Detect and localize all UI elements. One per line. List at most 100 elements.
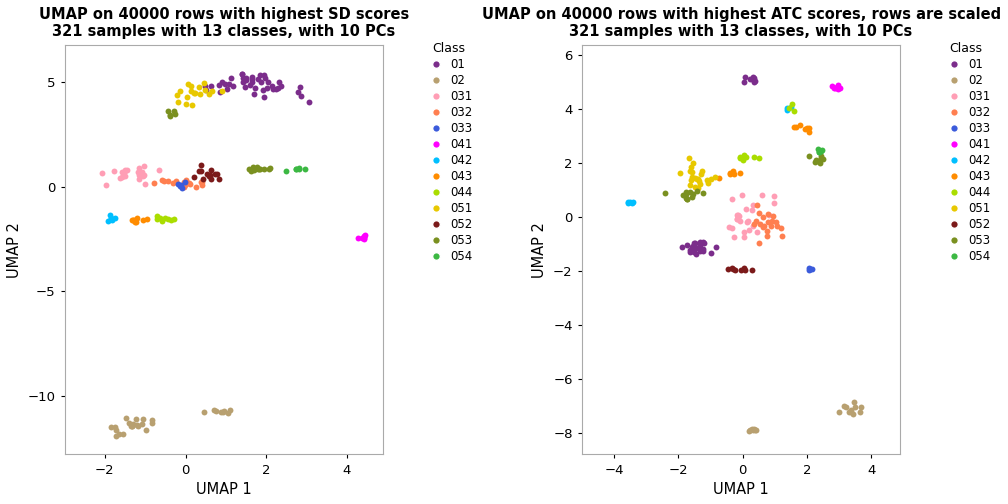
Point — [684, 193, 701, 201]
Point — [729, 215, 745, 223]
Point — [746, 78, 762, 86]
Point — [197, 86, 213, 94]
Point — [755, 222, 771, 230]
Point — [689, 243, 706, 251]
Point — [836, 402, 852, 410]
Point — [766, 199, 782, 207]
Title: UMAP on 40000 rows with highest SD scores
321 samples with 13 classes, with 10 P: UMAP on 40000 rows with highest SD score… — [38, 7, 409, 39]
Point — [746, 153, 762, 161]
Point — [177, 100, 194, 108]
Point — [737, 151, 753, 159]
Point — [194, 167, 210, 175]
Point — [118, 414, 134, 422]
Point — [847, 403, 863, 411]
Point — [235, 74, 251, 82]
Point — [135, 162, 151, 170]
Point — [792, 121, 808, 129]
Point — [738, 73, 754, 81]
Point — [124, 422, 140, 430]
X-axis label: UMAP 1: UMAP 1 — [196, 482, 252, 497]
Point — [678, 195, 695, 203]
Point — [357, 231, 373, 239]
Point — [678, 188, 695, 196]
Point — [182, 87, 199, 95]
Point — [128, 218, 144, 226]
Point — [151, 214, 167, 222]
Point — [102, 211, 118, 219]
Point — [178, 93, 195, 101]
Point — [208, 407, 224, 415]
Point — [677, 190, 694, 198]
Point — [682, 245, 699, 254]
Point — [828, 85, 844, 93]
Point — [686, 247, 703, 256]
Point — [159, 107, 175, 115]
Point — [765, 212, 781, 220]
Point — [166, 107, 182, 115]
Point — [782, 103, 798, 111]
Point — [674, 242, 690, 250]
Point — [726, 167, 742, 175]
Point — [774, 232, 790, 240]
Point — [272, 82, 288, 90]
Point — [732, 217, 748, 225]
Point — [802, 265, 818, 273]
Point — [732, 153, 748, 161]
Point — [736, 233, 752, 241]
Point — [749, 228, 765, 236]
Point — [126, 216, 142, 224]
Point — [841, 408, 857, 416]
Point — [811, 148, 828, 156]
Point — [271, 78, 287, 86]
Point — [203, 175, 219, 183]
Point — [678, 195, 695, 203]
Point — [134, 420, 150, 428]
Point — [735, 156, 751, 164]
Point — [103, 423, 119, 431]
Point — [707, 173, 723, 181]
Point — [194, 178, 210, 186]
Point — [201, 90, 217, 98]
Point — [700, 176, 716, 184]
Legend: 01, 02, 031, 032, 033, 041, 042, 043, 044, 051, 052, 053, 054: 01, 02, 031, 032, 033, 041, 042, 043, 04… — [424, 42, 473, 263]
Point — [682, 188, 699, 196]
Point — [178, 176, 195, 184]
Point — [694, 167, 710, 175]
Point — [745, 426, 761, 434]
Point — [684, 168, 701, 176]
Point — [131, 171, 147, 179]
Point — [222, 406, 238, 414]
Point — [174, 184, 191, 192]
Point — [813, 146, 830, 154]
Point — [788, 122, 804, 131]
Point — [691, 244, 708, 252]
Point — [620, 199, 636, 207]
Point — [291, 164, 307, 172]
Point — [217, 80, 233, 88]
Point — [691, 243, 708, 251]
Point — [657, 190, 673, 198]
Point — [737, 266, 753, 274]
Point — [134, 415, 150, 423]
Point — [176, 180, 193, 188]
Point — [172, 181, 188, 189]
Point — [249, 163, 265, 171]
Point — [262, 164, 278, 172]
Point — [212, 81, 228, 89]
Point — [181, 180, 198, 188]
Point — [214, 78, 230, 86]
Point — [98, 181, 114, 189]
Point — [259, 84, 275, 92]
Point — [689, 186, 706, 195]
Point — [199, 170, 215, 178]
Point — [739, 218, 755, 226]
Point — [153, 217, 169, 225]
Point — [744, 425, 760, 433]
Point — [144, 416, 160, 424]
Point — [839, 403, 855, 411]
Point — [244, 75, 260, 83]
Point — [136, 171, 152, 179]
Point — [108, 426, 124, 434]
Point — [119, 166, 135, 174]
Point — [117, 167, 133, 175]
